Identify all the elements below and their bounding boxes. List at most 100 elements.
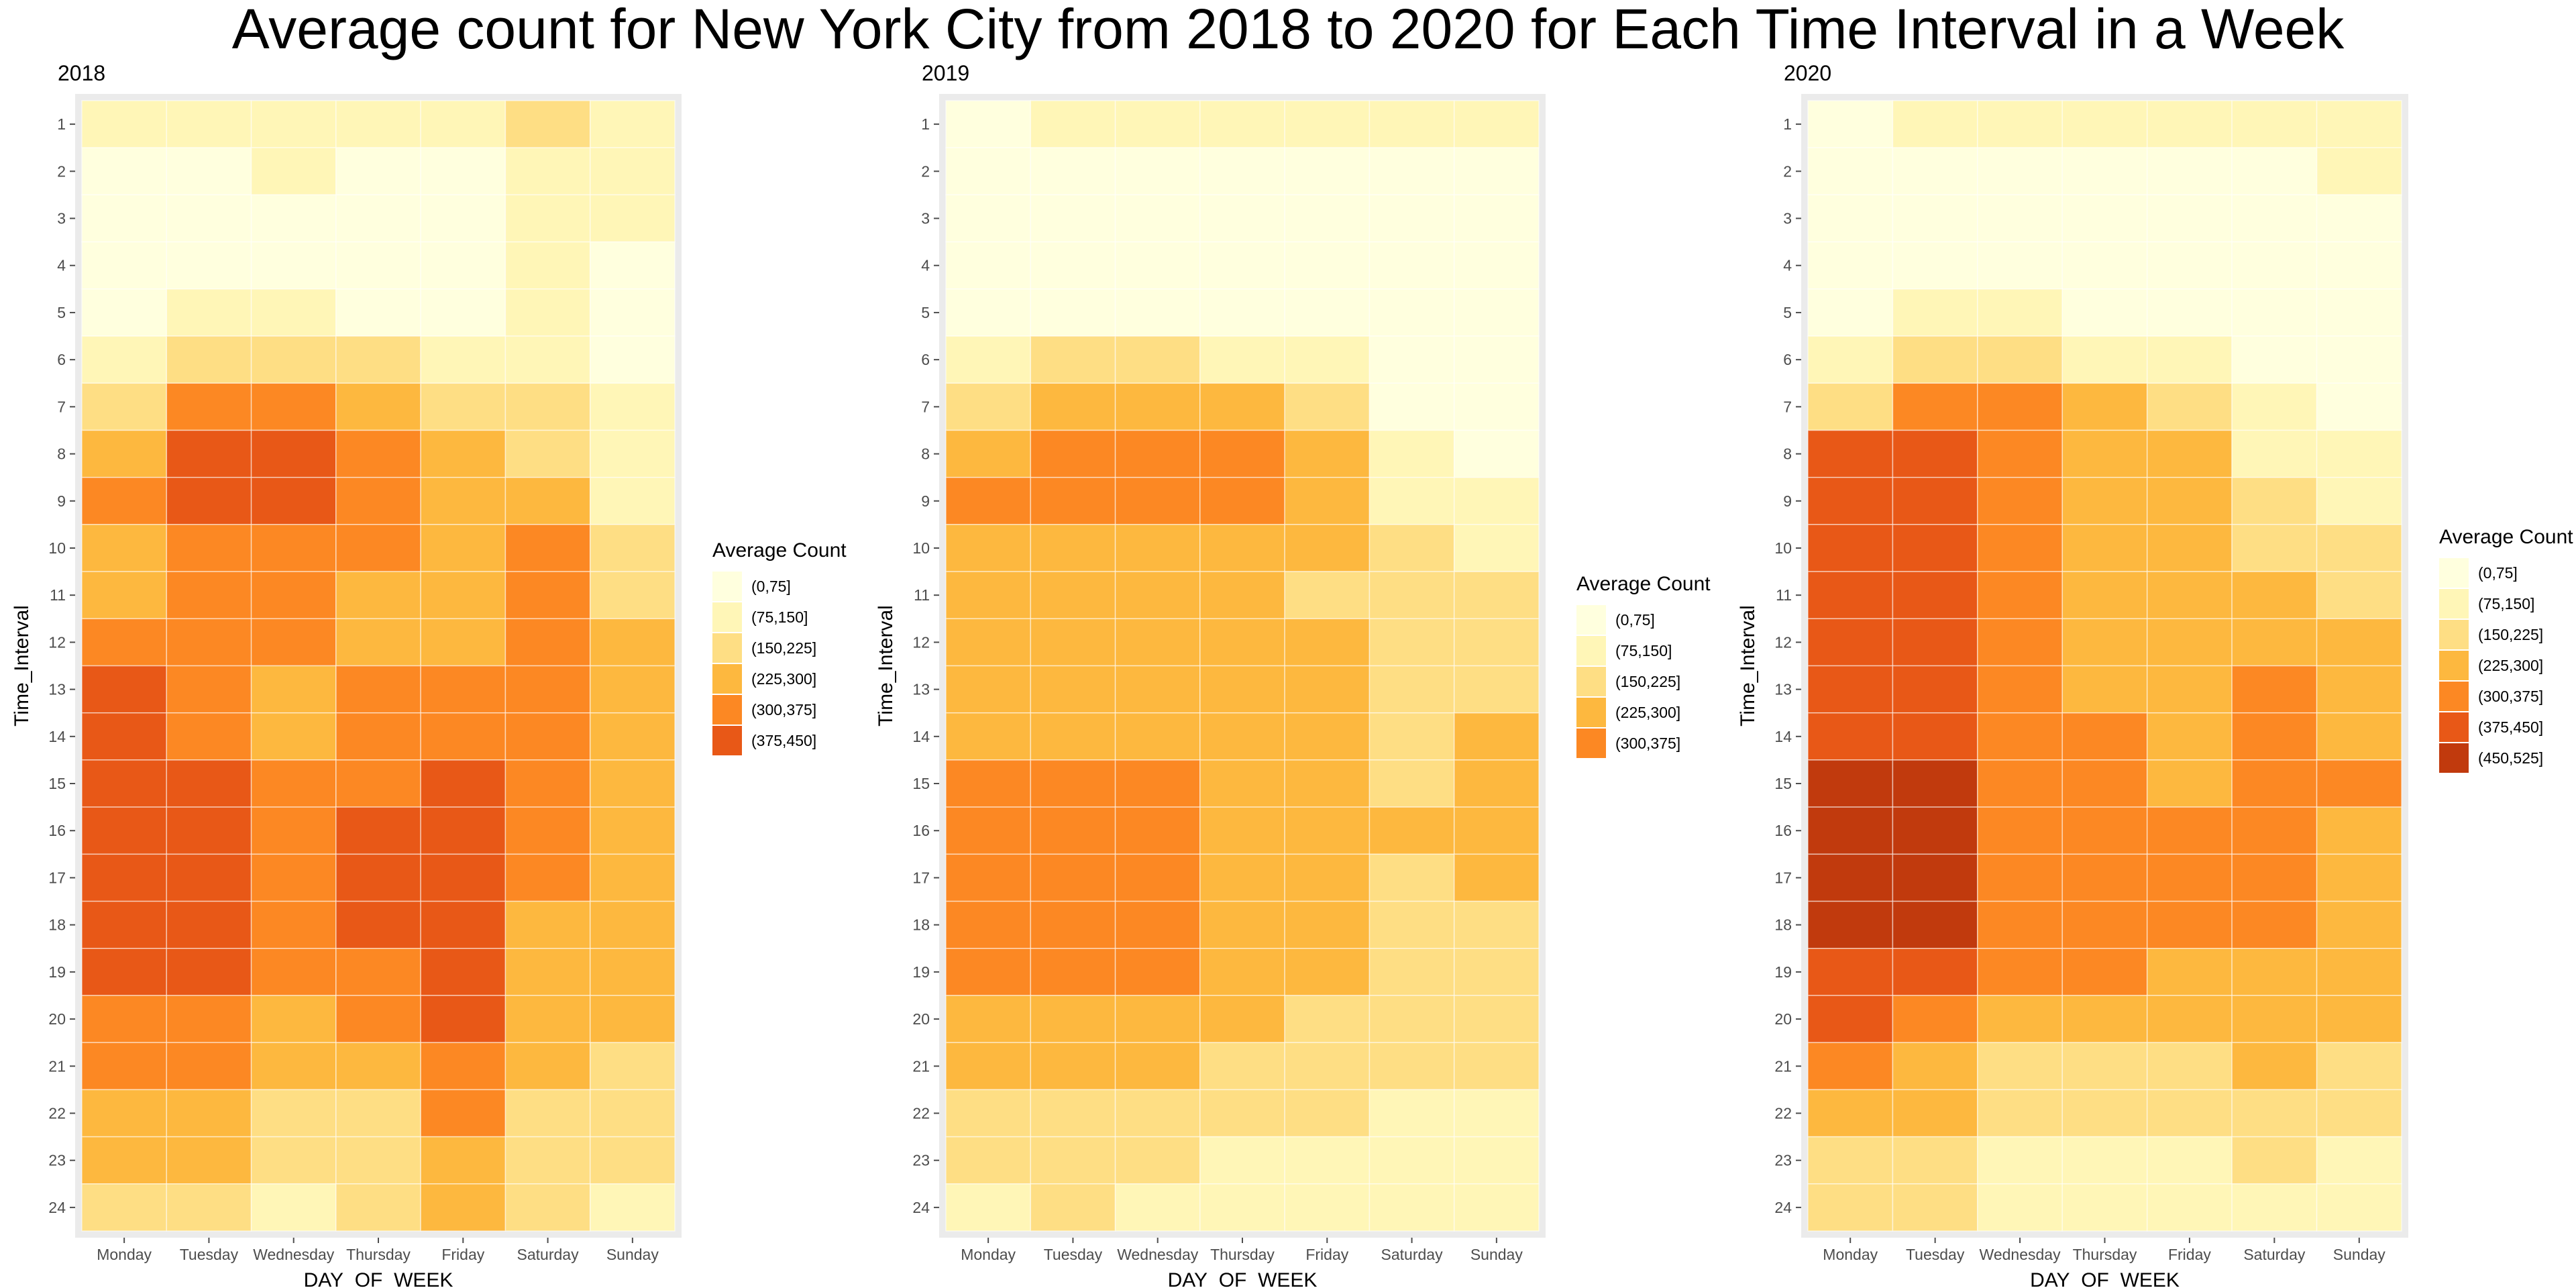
heatmap-cell xyxy=(1368,1042,1455,1091)
heatmap-cell xyxy=(1892,241,1978,290)
legend-key xyxy=(1576,698,1606,727)
x-tick-label: Friday xyxy=(1305,1246,1348,1263)
heatmap-cell xyxy=(166,571,252,620)
heatmap-cell xyxy=(2061,995,2148,1043)
y-tick-label: 22 xyxy=(912,1104,930,1122)
heatmap-cell xyxy=(1199,665,1285,714)
heatmap-cell xyxy=(1284,1183,1371,1232)
heatmap-cell xyxy=(335,948,421,996)
heatmap-cell xyxy=(81,100,168,148)
heatmap-cell xyxy=(1114,995,1201,1043)
y-tick-label: 23 xyxy=(912,1152,930,1169)
heatmap-cell xyxy=(335,100,421,148)
legend-label: (450,525] xyxy=(2478,749,2543,767)
heatmap-cell xyxy=(2146,194,2233,243)
heatmap-cell xyxy=(504,241,591,290)
heatmap-cell xyxy=(166,241,252,290)
heatmap-cell xyxy=(1368,335,1455,384)
heatmap-cell xyxy=(1807,665,1894,714)
heatmap-cell xyxy=(2231,806,2318,855)
y-tick-label: 7 xyxy=(57,398,66,415)
y-tick-label: 5 xyxy=(921,304,930,321)
y-tick-label: 7 xyxy=(921,398,930,415)
heatmap-cell xyxy=(81,759,168,808)
y-axis-title: Time_Interval xyxy=(1737,605,1759,727)
heatmap-cell xyxy=(1368,1136,1455,1185)
heatmap-cell xyxy=(1807,1136,1894,1185)
heatmap-cell xyxy=(589,665,676,714)
y-tick-label: 8 xyxy=(1783,445,1792,463)
heatmap-cell xyxy=(1114,288,1201,337)
heatmap-cell xyxy=(2231,712,2318,761)
heatmap-cell xyxy=(1030,241,1116,290)
heatmap-cell xyxy=(1199,1183,1285,1232)
heatmap-cell xyxy=(2231,665,2318,714)
heatmap-cell xyxy=(945,665,1032,714)
heatmap-cell xyxy=(1807,1089,1894,1138)
heatmap-cell xyxy=(945,147,1032,196)
heatmap-cell xyxy=(1199,241,1285,290)
y-tick-label: 20 xyxy=(912,1010,930,1028)
heatmap-cell xyxy=(1030,759,1116,808)
x-tick-label: Saturday xyxy=(1381,1246,1444,1263)
heatmap-cell xyxy=(2231,853,2318,902)
heatmap-cell xyxy=(81,382,168,431)
heatmap-cell xyxy=(2146,1042,2233,1091)
x-axis-title: DAY_OF_WEEK xyxy=(304,1269,453,1288)
heatmap-cell xyxy=(2316,288,2402,337)
heatmap-cell xyxy=(589,759,676,808)
heatmap-cell xyxy=(2061,524,2148,572)
heatmap-cell xyxy=(2231,288,2318,337)
heatmap-cell xyxy=(335,524,421,572)
heatmap-cell xyxy=(166,995,252,1043)
heatmap-cell xyxy=(2316,759,2402,808)
heatmap-cell xyxy=(2146,147,2233,196)
heatmap-cell xyxy=(1453,618,1540,667)
heatmap-cell xyxy=(250,571,337,620)
heatmap-cell xyxy=(166,382,252,431)
heatmap-cell xyxy=(2316,241,2402,290)
heatmap-cell xyxy=(1114,194,1201,243)
heatmap-cell xyxy=(81,241,168,290)
y-tick-label: 21 xyxy=(48,1057,66,1075)
panel-title: 2020 xyxy=(1784,61,1831,85)
heatmap-cell xyxy=(945,995,1032,1043)
y-tick-label: 2 xyxy=(57,162,66,180)
y-tick-label: 3 xyxy=(921,210,930,227)
legend-key xyxy=(2439,620,2469,649)
legend-label: (0,75] xyxy=(751,578,791,595)
heatmap-cell xyxy=(2231,429,2318,478)
y-tick-label: 14 xyxy=(48,728,66,745)
heatmap-cell xyxy=(166,1136,252,1185)
heatmap-cell xyxy=(250,288,337,337)
heatmap-cell xyxy=(81,476,168,525)
heatmap-cell xyxy=(335,147,421,196)
heatmap-cell xyxy=(250,995,337,1043)
heatmap-cell xyxy=(166,1183,252,1232)
heatmap-cell xyxy=(335,1136,421,1185)
heatmap-cell xyxy=(250,100,337,148)
legend-label: (75,150] xyxy=(1615,642,1672,659)
heatmap-cell xyxy=(1892,288,1978,337)
heatmap-cell xyxy=(945,476,1032,525)
heatmap-cell xyxy=(2061,759,2148,808)
heatmap-cell xyxy=(1892,382,1978,431)
heatmap-cell xyxy=(2061,948,2148,996)
legend-label: (375,450] xyxy=(751,732,816,749)
heatmap-cell xyxy=(1892,948,1978,996)
y-tick-label: 17 xyxy=(48,869,66,886)
y-tick-label: 11 xyxy=(1776,586,1792,604)
heatmap-cell xyxy=(1453,712,1540,761)
heatmap-cell xyxy=(420,806,506,855)
heatmap-cell xyxy=(1453,1042,1540,1091)
heatmap-cell xyxy=(1368,288,1455,337)
heatmap-cell xyxy=(2316,476,2402,525)
heatmap-cell xyxy=(589,1183,676,1232)
heatmap-cell xyxy=(1368,429,1455,478)
heatmap-cell xyxy=(1807,900,1894,949)
x-tick-label: Wednesday xyxy=(1117,1246,1199,1263)
heatmap-cell xyxy=(1030,1042,1116,1091)
heatmap-cell xyxy=(81,147,168,196)
heatmap-cell xyxy=(335,571,421,620)
heatmap-cell xyxy=(1114,1089,1201,1138)
